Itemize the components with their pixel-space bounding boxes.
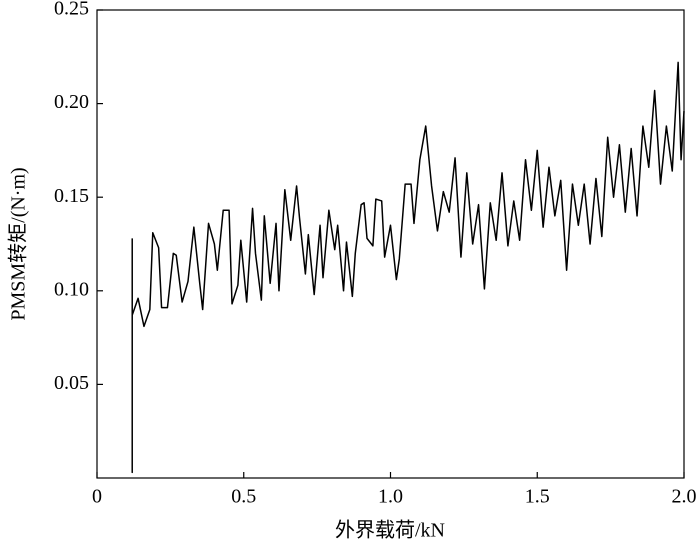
x-tick-label: 1.5 <box>525 486 550 508</box>
y-tick-label: 0.05 <box>54 372 89 394</box>
x-tick-label: 0.5 <box>231 486 256 508</box>
x-tick-label: 2.0 <box>672 486 697 508</box>
x-tick-label: 1.0 <box>378 486 403 508</box>
data-line <box>131 61 685 474</box>
y-tick-label: 0.20 <box>54 91 89 113</box>
y-axis-label: PMSM转矩/(N·m) <box>7 167 30 320</box>
plot-frame <box>96 9 685 479</box>
y-tick-label: 0.25 <box>54 0 89 20</box>
x-tick-label: 0 <box>92 486 102 508</box>
x-axis-label: 外界载荷/kN <box>335 519 445 542</box>
y-tick-label: 0.15 <box>54 185 89 207</box>
y-tick-label: 0.10 <box>54 278 89 300</box>
